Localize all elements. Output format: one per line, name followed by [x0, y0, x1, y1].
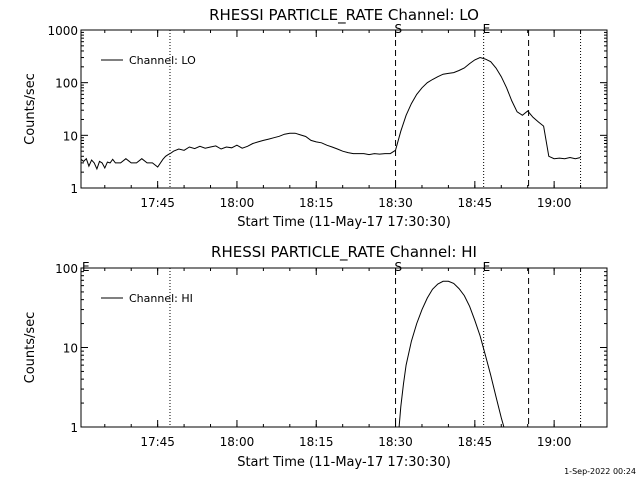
x-tick-label-1-1: 18:00 — [220, 435, 255, 449]
x-tick-label-0-5: 19:00 — [537, 196, 572, 210]
plot-frame-0 — [80, 29, 608, 189]
x-tick-label-0-2: 18:15 — [299, 196, 334, 210]
y-tick-label-0-2: 100 — [55, 77, 78, 91]
y-tick-label-0-1: 10 — [63, 129, 78, 143]
y-tick-label-1-1: 10 — [63, 342, 78, 356]
x-tick-label-0-4: 18:45 — [458, 196, 493, 210]
annotation-label-0-0: S — [395, 22, 403, 36]
legend-label-0-0: Channel: LO — [129, 54, 196, 67]
x-tick-label-0-0: 17:45 — [140, 196, 175, 210]
y-tick-label-1-0: 1 — [70, 421, 78, 435]
series-line-1-0 — [398, 280, 505, 428]
footer-timestamp: 1-Sep-2022 00:24 — [564, 467, 636, 476]
annotation-label-1-1: E — [483, 260, 491, 274]
legend-label-1-0: Channel: HI — [129, 292, 193, 305]
chart-title-0: RHESSI PARTICLE_RATE Channel: LO — [209, 6, 479, 25]
annotation-label-1-0: S — [395, 260, 403, 274]
x-axis-label-1: Start Time (11-May-17 17:30:30) — [237, 455, 451, 470]
x-tick-label-1-0: 17:45 — [140, 435, 175, 449]
annotation-label-0-1: E — [483, 22, 491, 36]
y-axis-label-0: Counts/sec — [23, 73, 38, 145]
series-line-0-0 — [80, 56, 581, 171]
annotation-label-1-2: E — [82, 260, 90, 274]
y-tick-label-1-2: 100 — [55, 262, 78, 276]
x-tick-label-1-3: 18:30 — [378, 435, 413, 449]
x-tick-label-0-3: 18:30 — [378, 196, 413, 210]
y-tick-label-0-0: 1 — [70, 182, 78, 196]
x-tick-label-1-5: 19:00 — [537, 435, 572, 449]
chart-title-1: RHESSI PARTICLE_RATE Channel: HI — [211, 243, 477, 262]
x-tick-label-1-4: 18:45 — [458, 435, 493, 449]
y-tick-label-0-3: 1000 — [47, 24, 78, 38]
x-tick-label-0-1: 18:00 — [220, 196, 255, 210]
x-tick-label-1-2: 18:15 — [299, 435, 334, 449]
x-axis-label-0: Start Time (11-May-17 17:30:30) — [237, 215, 451, 230]
y-axis-label-1: Counts/sec — [23, 312, 38, 384]
